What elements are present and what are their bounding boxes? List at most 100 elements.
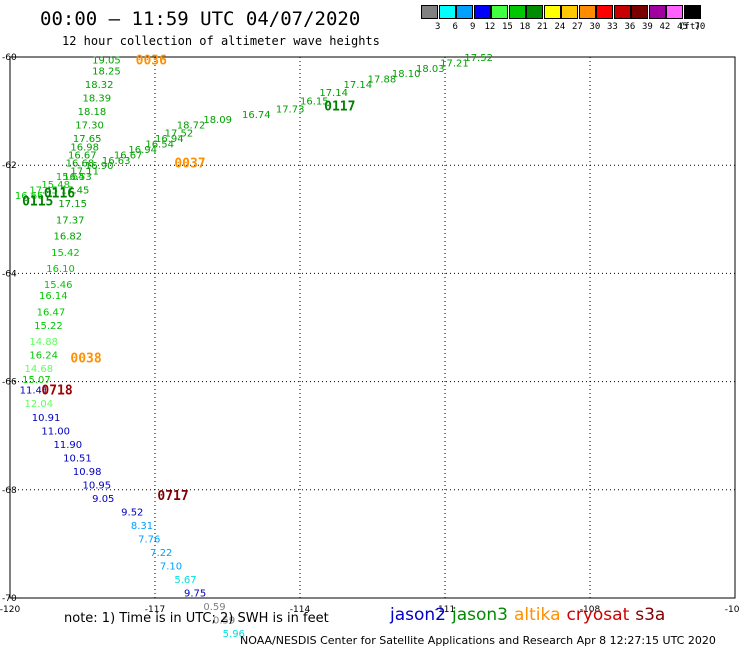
x-tick-label: -108 [580,605,601,615]
wave-height-label: 18.03 [416,64,445,75]
wave-height-label: 16.67 [114,150,143,161]
legend-swatch [508,5,526,19]
legend-swatch [631,5,648,19]
wave-height-label: 16.94 [155,134,184,145]
legend-swatch [526,5,543,19]
wave-height-label: 17.37 [56,215,85,226]
x-tick-label: -111 [435,605,455,615]
wave-height-label: 16.54 [145,140,174,151]
wave-height-label: 5.67 [174,575,196,586]
legend-label: 42 [659,22,671,32]
wave-height-label: 11.41 [20,386,49,397]
pass-time-label: 0115 [22,194,53,209]
chart-title: 00:00 – 11:59 UTC 04/07/2020 [40,8,361,30]
x-tick-label: -120 [0,605,20,615]
legend-swatch [596,5,613,19]
wave-height-label: 9.75 [184,589,206,600]
legend-label: 9 [470,22,476,32]
footer-credit: NOAA/NESDIS Center for Satellite Applica… [240,634,716,647]
wave-height-label: 17.45 [61,186,90,197]
wave-height-label: 18.10 [392,69,421,80]
wave-height-label: 17.88 [368,75,397,86]
wave-height-label: 18.25 [92,67,121,78]
wave-height-label: 17.52 [464,53,493,64]
wave-height-label: 17.21 [440,58,469,69]
wave-height-label: 17.65 [73,134,102,145]
pass-time-label: 0038 [70,351,101,366]
wave-height-label: 9.05 [92,494,114,505]
legend-swatch [421,5,438,19]
wave-height-label: 17.14 [319,88,348,99]
legend-swatch [561,5,578,19]
pass-time-label: 0717 [157,489,188,504]
wave-height-label: 17.73 [276,104,305,115]
wave-height-label: 15.07 [22,375,51,386]
wave-height-label: 16.74 [242,110,271,121]
legend-label: 45 [677,22,688,32]
legend-label: 27 [572,22,583,32]
pass-time-label: 0037 [174,156,205,171]
wave-height-label: 16.47 [37,307,66,318]
legend-label: 39 [642,22,653,32]
wave-height-label: 17.52 [165,129,194,140]
wave-height-label: 15.42 [51,248,80,259]
satellite-cryosat: cryosat [566,605,630,625]
legend-swatch [438,5,456,19]
legend-label: 18 [519,22,531,32]
legend-label: 15 [502,22,513,32]
legend-label: 21 [537,22,548,32]
wave-height-label: 16.10 [46,264,75,275]
legend-swatch [578,5,596,19]
legend-label: 70 [694,22,706,32]
wave-height-label: 16.15 [300,96,329,107]
pass-time-label: 0036 [136,54,167,69]
legend-label: 36 [624,22,636,32]
wave-height-label: 15.64 [56,172,85,183]
wave-height-label: 17.30 [75,121,104,132]
wave-height-label: 18.32 [85,80,114,91]
legend-label: 30 [589,22,601,32]
y-tick-label: -64 [2,269,17,279]
legend-swatch [666,5,683,19]
pass-time-label: 0116 [44,186,75,201]
pass-time-label: 0117 [324,100,355,115]
y-tick-label: -66 [2,378,17,388]
legend-swatch [683,5,701,19]
wave-height-label: 9.52 [121,507,143,518]
wave-height-label: 15.48 [41,180,70,191]
wave-height-label: 15.22 [34,321,63,332]
wave-height-label: 18.18 [78,107,107,118]
wave-height-label: 10.95 [83,480,112,491]
satellite-jason3: jason3 [452,605,508,625]
wave-height-label: 10.51 [63,453,92,464]
y-tick-label: -68 [2,486,17,496]
wave-height-label: 16.66 [15,191,44,202]
plot-frame [9,56,736,599]
wave-height-label: 14.88 [29,337,58,348]
wave-height-label: 10.91 [32,413,61,424]
satellite-legend: jason2 jason3 altika cryosat s3a [390,605,671,625]
legend-unit: (ft) [679,22,701,32]
y-tick-label: -62 [2,161,17,171]
y-tick-label: -60 [2,53,17,63]
satellite-s3a: s3a [635,605,666,625]
legend-label: 6 [452,22,458,32]
wave-height-label: 0.59 [213,616,235,627]
wave-height-label: 12.04 [25,399,54,410]
pass-time-label: 0718 [41,384,72,399]
wave-height-label: 7.76 [138,534,160,545]
wave-height-label: 7.10 [160,562,182,573]
legend-label: 12 [484,22,496,32]
wave-height-label: 16.98 [70,142,99,153]
wave-height-label: 11.00 [41,426,70,437]
legend-swatch [613,5,631,19]
wave-height-label: 16.67 [68,150,97,161]
wave-height-label: 0.59 [203,602,225,613]
wave-height-label: 17.11 [70,167,99,178]
wave-height-label: 5.96 [223,629,245,640]
wave-height-label: 16.24 [29,351,58,362]
chart-subtitle: 12 hour collection of altimeter wave hei… [62,34,380,48]
wave-height-label: 11.90 [54,440,83,451]
legend-label: 3 [435,22,441,32]
